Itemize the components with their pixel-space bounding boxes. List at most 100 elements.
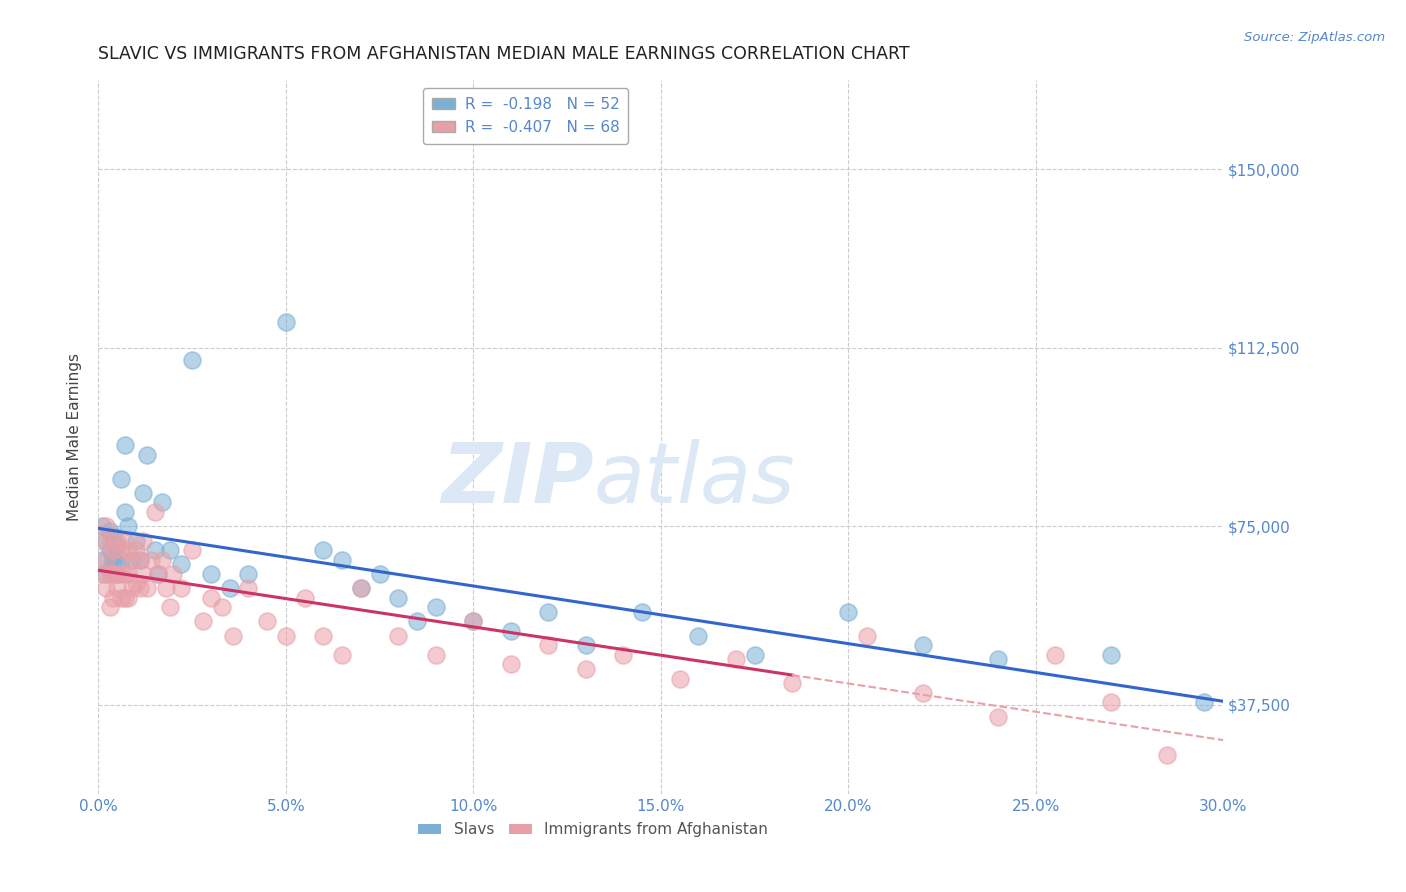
Point [1099, 648, 1122, 662]
Point [105, 581, 128, 595]
Point [463, 615, 485, 629]
Point [387, 629, 409, 643]
Point [114, 505, 136, 519]
Text: atlas: atlas [593, 440, 794, 520]
Point [350, 581, 373, 595]
Point [274, 315, 297, 329]
Point [256, 615, 278, 629]
Point [170, 558, 193, 572]
Point [91, 519, 114, 533]
Point [114, 591, 136, 605]
Point [200, 591, 222, 605]
Point [912, 686, 935, 700]
Point [125, 576, 148, 591]
Point [150, 552, 173, 566]
Point [91, 533, 114, 548]
Point [103, 552, 125, 566]
Point [837, 605, 859, 619]
Point [150, 495, 173, 509]
Point [136, 581, 159, 595]
Point [406, 615, 429, 629]
Point [724, 652, 747, 666]
Point [94, 581, 117, 595]
Text: Source: ZipAtlas.com: Source: ZipAtlas.com [1244, 31, 1385, 45]
Point [110, 566, 132, 581]
Point [312, 543, 335, 558]
Point [499, 657, 522, 672]
Point [211, 600, 233, 615]
Point [128, 552, 150, 566]
Point [575, 662, 598, 676]
Point [94, 519, 117, 533]
Text: ZIP: ZIP [440, 440, 593, 520]
Point [612, 648, 634, 662]
Point [117, 566, 139, 581]
Point [856, 629, 879, 643]
Point [193, 615, 215, 629]
Point [125, 543, 148, 558]
Y-axis label: Median Male Earnings: Median Male Earnings [67, 353, 83, 521]
Point [350, 581, 373, 595]
Point [1156, 747, 1178, 762]
Point [143, 505, 166, 519]
Point [103, 566, 125, 581]
Point [110, 552, 132, 566]
Point [780, 676, 803, 690]
Point [912, 638, 935, 652]
Point [105, 558, 128, 572]
Point [222, 629, 245, 643]
Point [121, 581, 143, 595]
Point [1194, 695, 1216, 709]
Point [98, 543, 121, 558]
Point [98, 566, 121, 581]
Point [148, 566, 170, 581]
Point [114, 533, 136, 548]
Point [155, 581, 177, 595]
Point [91, 566, 114, 581]
Point [114, 438, 136, 452]
Point [125, 533, 148, 548]
Point [1099, 695, 1122, 709]
Point [114, 566, 136, 581]
Point [274, 629, 297, 643]
Point [117, 543, 139, 558]
Point [132, 486, 155, 500]
Point [105, 533, 128, 548]
Point [631, 605, 654, 619]
Point [744, 648, 766, 662]
Point [987, 709, 1010, 723]
Point [94, 552, 117, 566]
Point [1043, 648, 1066, 662]
Point [218, 581, 240, 595]
Point [499, 624, 522, 638]
Legend: Slavs, Immigrants from Afghanistan: Slavs, Immigrants from Afghanistan [412, 816, 775, 843]
Point [368, 566, 391, 581]
Point [103, 543, 125, 558]
Point [105, 566, 128, 581]
Point [132, 533, 155, 548]
Point [238, 566, 260, 581]
Point [143, 543, 166, 558]
Point [425, 648, 447, 662]
Point [575, 638, 598, 652]
Point [110, 591, 132, 605]
Point [103, 529, 125, 543]
Point [181, 543, 204, 558]
Point [105, 538, 128, 552]
Point [425, 600, 447, 615]
Point [94, 533, 117, 548]
Point [987, 652, 1010, 666]
Point [117, 591, 139, 605]
Point [159, 543, 181, 558]
Point [121, 552, 143, 566]
Point [105, 566, 128, 581]
Point [148, 566, 170, 581]
Point [121, 552, 143, 566]
Point [463, 615, 485, 629]
Point [200, 566, 222, 581]
Point [103, 591, 125, 605]
Point [668, 672, 690, 686]
Point [128, 552, 150, 566]
Point [98, 562, 121, 576]
Point [312, 629, 335, 643]
